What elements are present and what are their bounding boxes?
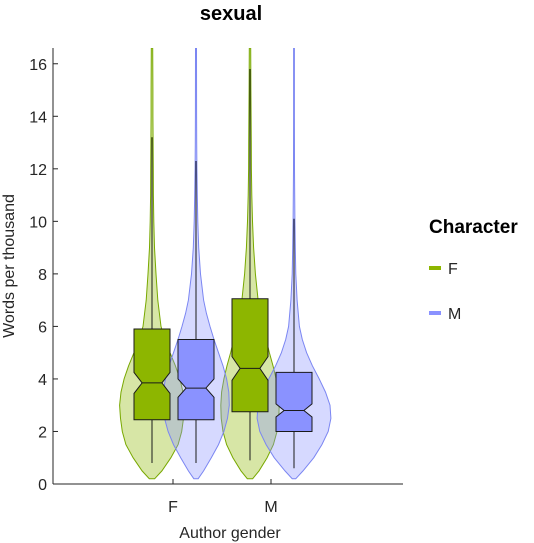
y-tick-label: 0: [38, 477, 47, 494]
box-m-f: [177, 339, 215, 421]
legend-title: Character: [429, 217, 518, 238]
box-f-m: [231, 298, 269, 413]
y-axis-label: Words per thousand: [1, 194, 18, 338]
y-tick-label: 8: [38, 267, 47, 284]
y-tick-label: 6: [38, 319, 47, 336]
legend-label-f: F: [448, 261, 458, 278]
box-f-f: [133, 328, 171, 421]
y-tick-label: 14: [29, 109, 47, 126]
x-tick-label: F: [168, 499, 178, 516]
x-tick-label: M: [264, 499, 277, 516]
x-axis-label: Author gender: [179, 525, 281, 542]
y-tick-label: 4: [38, 372, 47, 389]
legend-label-m: M: [448, 306, 461, 323]
box-m-m: [275, 371, 313, 432]
y-axis: 0 2 4 6 8 10 12 14 16: [29, 48, 58, 494]
legend: Character F M: [429, 217, 518, 323]
plot-area: [119, 48, 332, 480]
y-tick-label: 12: [29, 162, 47, 179]
y-tick-label: 16: [29, 57, 47, 74]
chart-title: sexual: [200, 3, 262, 25]
y-tick-label: 10: [29, 214, 47, 231]
y-tick-label: 2: [38, 424, 47, 441]
